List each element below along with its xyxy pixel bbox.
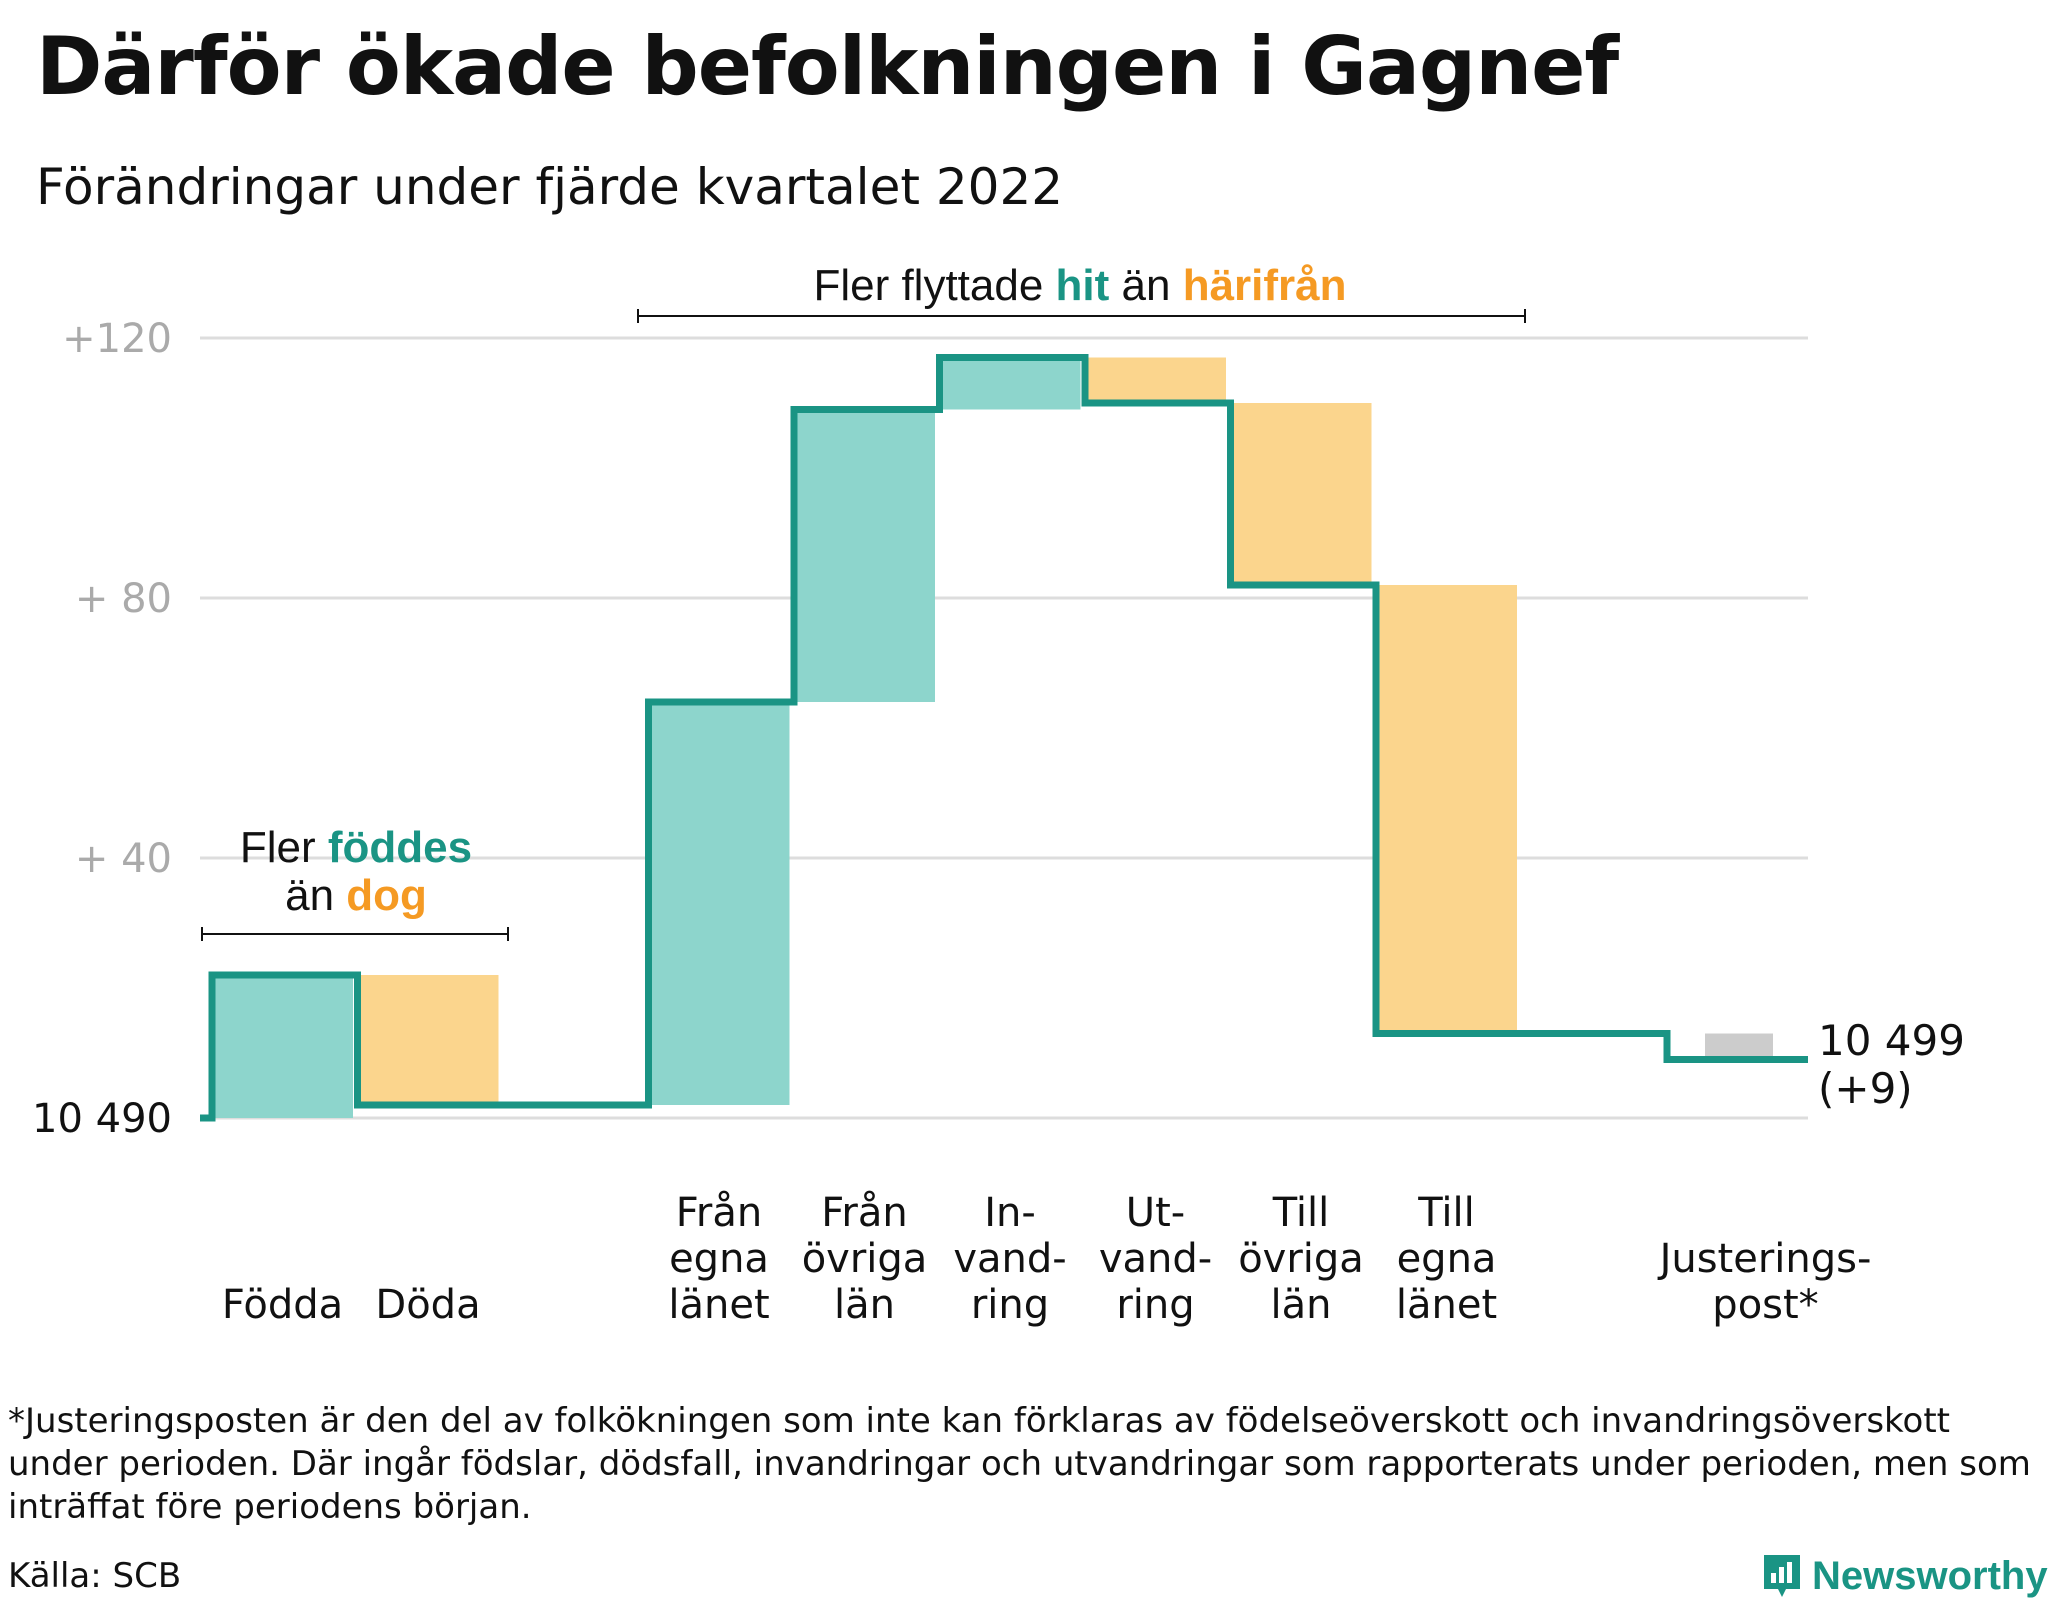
- category-label: Från egna länet: [668, 1190, 769, 1328]
- bar-födda: [212, 975, 353, 1118]
- migration-annotation: Fler flyttade hit än härifrån: [637, 261, 1526, 323]
- y-tick-label: + 40: [75, 836, 172, 882]
- newsworthy-logo-icon: [1764, 1555, 1800, 1597]
- birth-bracket: [201, 927, 509, 941]
- bar-invandring: [939, 357, 1081, 410]
- migration-bracket: [637, 309, 1526, 323]
- newsworthy-logo-text: Newsworthy: [1812, 1553, 2048, 1598]
- cumulative-step-line: [200, 354, 1808, 1122]
- category-label: Till övriga län: [1238, 1190, 1364, 1328]
- category-label: Från övriga län: [802, 1190, 928, 1328]
- birth-annotation-line1: Fler föddes: [240, 823, 472, 872]
- bar-justeringspost: [1705, 1033, 1773, 1060]
- migration-annotation-text: Fler flyttade hit än härifrån: [813, 261, 1346, 310]
- y-tick-label: 10 490: [32, 1096, 172, 1142]
- birth-annotation-line2: än dog: [285, 871, 427, 920]
- footnote: *Justeringsposten är den del av folkökni…: [8, 1401, 2031, 1527]
- bar-frånegnalänet: [648, 702, 790, 1105]
- category-label: Justerings-post*: [1657, 1236, 1872, 1328]
- bar-tillegnalänet: [1376, 585, 1517, 1034]
- category-label: In-vand-ring: [953, 1190, 1066, 1328]
- y-tick-label: +120: [62, 316, 172, 362]
- source-label: Källa: SCB: [8, 1556, 182, 1596]
- chart-subtitle: Förändringar under fjärde kvartalet 2022: [36, 158, 1064, 216]
- birth-annotation: Fler föddes än dog: [201, 823, 509, 941]
- end-value-label: 10 499: [1818, 1016, 1965, 1065]
- category-label: Födda: [222, 1282, 343, 1328]
- bar-döda: [357, 975, 499, 1105]
- bar-tillövrigalän: [1230, 403, 1372, 585]
- gridlines: [200, 336, 1808, 1120]
- newsworthy-logo: Newsworthy: [1762, 1553, 2048, 1599]
- bar-frånövrigalän: [794, 409, 935, 702]
- bars: [212, 357, 1773, 1118]
- y-tick-label: + 80: [75, 576, 172, 622]
- y-axis-ticks: 10 490 + 40 + 80 +120: [32, 316, 172, 1142]
- category-label: Ut-vand-ring: [1099, 1190, 1212, 1328]
- waterfall-chart: 10 490 + 40 + 80 +120 Födda Döda Från egna läne…: [32, 261, 1965, 1328]
- category-label: Döda: [375, 1282, 480, 1328]
- category-labels: Födda Döda Från egna länet Från övriga länIn-va…: [222, 1190, 1872, 1328]
- chart-title: Därför ökade befolkningen i Gagnef: [36, 20, 1619, 113]
- end-change-label: (+9): [1818, 1064, 1913, 1113]
- bar-utvandring: [1085, 357, 1226, 403]
- category-label: Till egna länet: [1396, 1190, 1497, 1328]
